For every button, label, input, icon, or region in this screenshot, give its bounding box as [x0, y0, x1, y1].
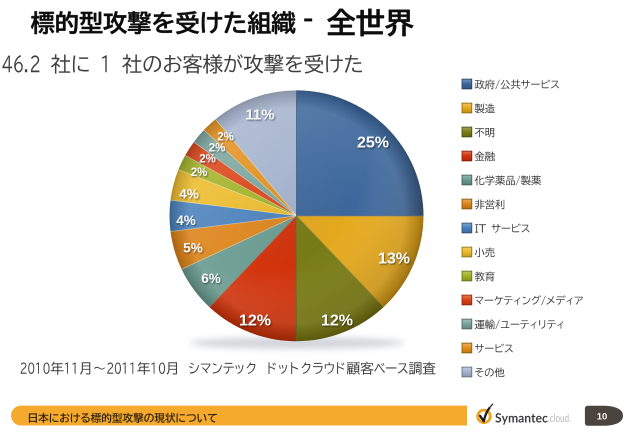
- svg-text:4%: 4%: [176, 213, 196, 228]
- svg-text:13%: 13%: [378, 251, 410, 268]
- svg-text:10: 10: [597, 412, 608, 423]
- svg-text:25%: 25%: [357, 135, 389, 152]
- svg-text:4%: 4%: [179, 186, 199, 201]
- svg-text:11%: 11%: [245, 106, 274, 123]
- svg-text:2%: 2%: [209, 143, 226, 155]
- svg-text:6%: 6%: [201, 271, 221, 286]
- svg-text:5%: 5%: [183, 240, 203, 255]
- svg-text:2%: 2%: [191, 167, 208, 179]
- svg-text:12%: 12%: [239, 313, 271, 330]
- svg-text:12%: 12%: [321, 313, 353, 330]
- svg-text:2%: 2%: [217, 132, 234, 144]
- svg-text:2%: 2%: [199, 154, 216, 166]
